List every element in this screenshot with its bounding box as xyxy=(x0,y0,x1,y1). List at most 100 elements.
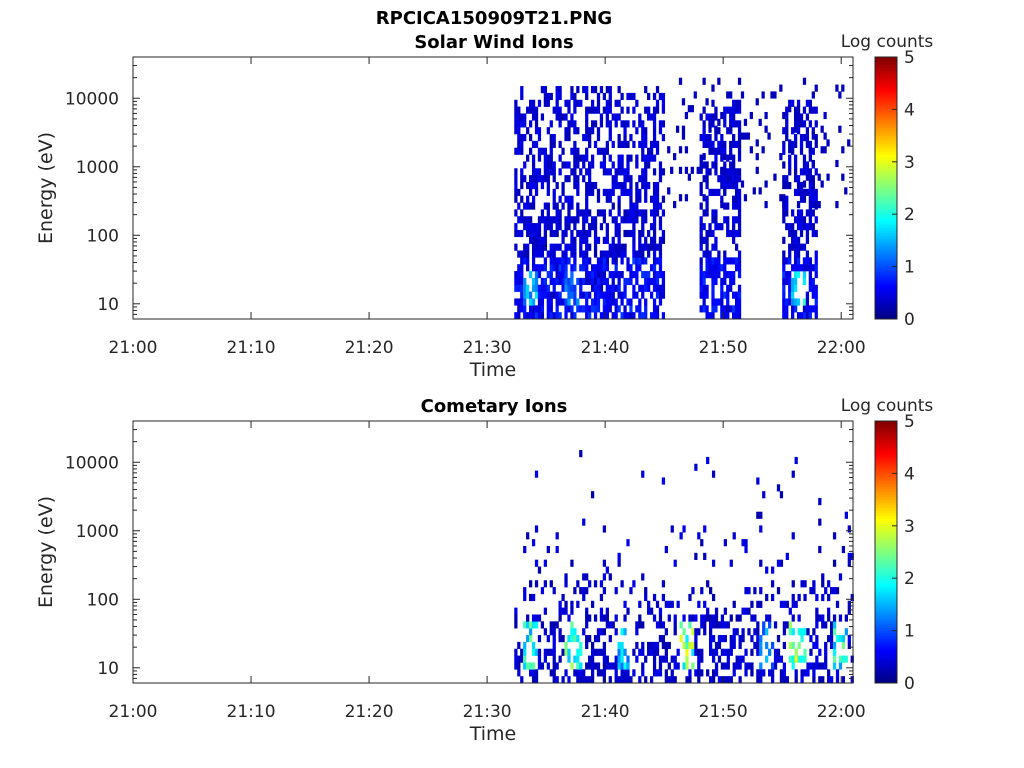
heatmap-cell xyxy=(534,243,539,251)
heatmap-cell xyxy=(723,621,727,629)
heatmap-cell xyxy=(732,600,736,608)
y-tick-label: 10 xyxy=(97,659,119,679)
heatmap-cell xyxy=(558,600,562,608)
heatmap-cell xyxy=(732,175,736,183)
heatmap-cell xyxy=(811,305,815,313)
heatmap-cell xyxy=(711,120,715,128)
heatmap-cell xyxy=(641,223,645,231)
heatmap-cell xyxy=(605,106,609,114)
heatmap-cell xyxy=(793,154,798,162)
heatmap-cell xyxy=(614,168,618,176)
heatmap-cell xyxy=(638,175,642,183)
heatmap-cell xyxy=(788,161,792,169)
heatmap-cell xyxy=(782,669,787,677)
heatmap-cell xyxy=(549,271,553,279)
heatmap-cell xyxy=(549,92,553,101)
heatmap-cell xyxy=(655,648,660,656)
heatmap-cell xyxy=(546,305,550,313)
heatmap-cell xyxy=(796,312,801,320)
heatmap-cell xyxy=(703,600,707,608)
colorbar-segment xyxy=(875,232,897,236)
colorbar-segment xyxy=(875,211,897,215)
heatmap-cell xyxy=(699,243,703,251)
heatmap-cell xyxy=(805,229,810,238)
heatmap-cell xyxy=(791,641,795,650)
heatmap-cell xyxy=(534,229,539,238)
heatmap-cell xyxy=(681,98,686,106)
heatmap-cell xyxy=(782,140,786,149)
heatmap-cell xyxy=(641,662,645,670)
heatmap-cell xyxy=(543,628,547,636)
heatmap-cell xyxy=(770,669,775,677)
colorbar-segment xyxy=(875,562,897,566)
heatmap-cell xyxy=(647,250,651,258)
heatmap-cell xyxy=(526,154,530,162)
heatmap-cell xyxy=(706,607,710,615)
heatmap-cell xyxy=(682,662,686,670)
heatmap-cell xyxy=(552,168,556,176)
heatmap-cell xyxy=(682,525,686,533)
heatmap-cell xyxy=(546,250,550,258)
heatmap-cell xyxy=(635,264,639,272)
heatmap-cell xyxy=(635,655,639,663)
heatmap-cell xyxy=(797,614,801,622)
heatmap-cell xyxy=(558,614,562,622)
heatmap-cell xyxy=(529,291,533,299)
heatmap-cell xyxy=(791,628,795,636)
heatmap-cell xyxy=(779,194,783,202)
heatmap-cell xyxy=(555,181,559,190)
heatmap-cell xyxy=(549,161,553,169)
heatmap-cell xyxy=(700,587,704,595)
heatmap-cell xyxy=(829,587,834,595)
heatmap-cell xyxy=(647,277,651,286)
colorbar-segment xyxy=(875,282,897,286)
heatmap-cell xyxy=(667,187,671,195)
heatmap-cell xyxy=(546,635,550,643)
heatmap-cell xyxy=(632,271,636,279)
heatmap-cell xyxy=(688,621,692,629)
heatmap-cell xyxy=(626,161,630,169)
heatmap-cell xyxy=(531,154,536,162)
colorbar-segment xyxy=(875,651,897,655)
colorbar-segment xyxy=(875,143,897,147)
heatmap-cell xyxy=(523,587,527,595)
heatmap-cell xyxy=(573,120,577,128)
heatmap-cell xyxy=(779,676,784,684)
heatmap-cell xyxy=(611,257,615,265)
heatmap-cell xyxy=(582,257,586,265)
colorbar-segment xyxy=(875,622,897,626)
heatmap-cell xyxy=(705,284,709,292)
heatmap-cell xyxy=(576,99,580,107)
heatmap-cell xyxy=(726,175,730,183)
heatmap-cell xyxy=(570,271,574,279)
heatmap-cell xyxy=(638,676,642,684)
heatmap-cell xyxy=(540,175,545,183)
heatmap-cell xyxy=(626,264,630,272)
colorbar-segment xyxy=(875,525,897,529)
heatmap-cell xyxy=(802,312,807,320)
heatmap-cell xyxy=(821,573,825,581)
heatmap-cell xyxy=(579,250,583,258)
heatmap-cell xyxy=(661,236,666,244)
heatmap-cell xyxy=(608,99,612,107)
y-tick-label: 100 xyxy=(87,590,119,610)
colorbar-segment xyxy=(875,67,897,71)
heatmap-cell xyxy=(602,161,607,169)
heatmap-cell xyxy=(537,291,542,299)
heatmap-cell xyxy=(614,216,618,224)
heatmap-cell xyxy=(732,161,736,169)
heatmap-cell xyxy=(629,92,633,101)
heatmap-cell xyxy=(546,284,550,292)
heatmap-cell xyxy=(537,305,542,313)
heatmap-cell xyxy=(573,147,577,155)
colorbar-segment xyxy=(875,188,897,192)
heatmap-cell xyxy=(564,648,568,656)
heatmap-cell xyxy=(588,291,592,299)
heatmap-cell xyxy=(549,621,553,629)
colorbar-segment xyxy=(875,167,897,171)
heatmap-cell xyxy=(768,614,772,622)
heatmap-cell xyxy=(570,277,574,286)
heatmap-cell xyxy=(732,195,736,203)
heatmap-cell xyxy=(555,229,559,238)
heatmap-cell xyxy=(641,134,645,142)
